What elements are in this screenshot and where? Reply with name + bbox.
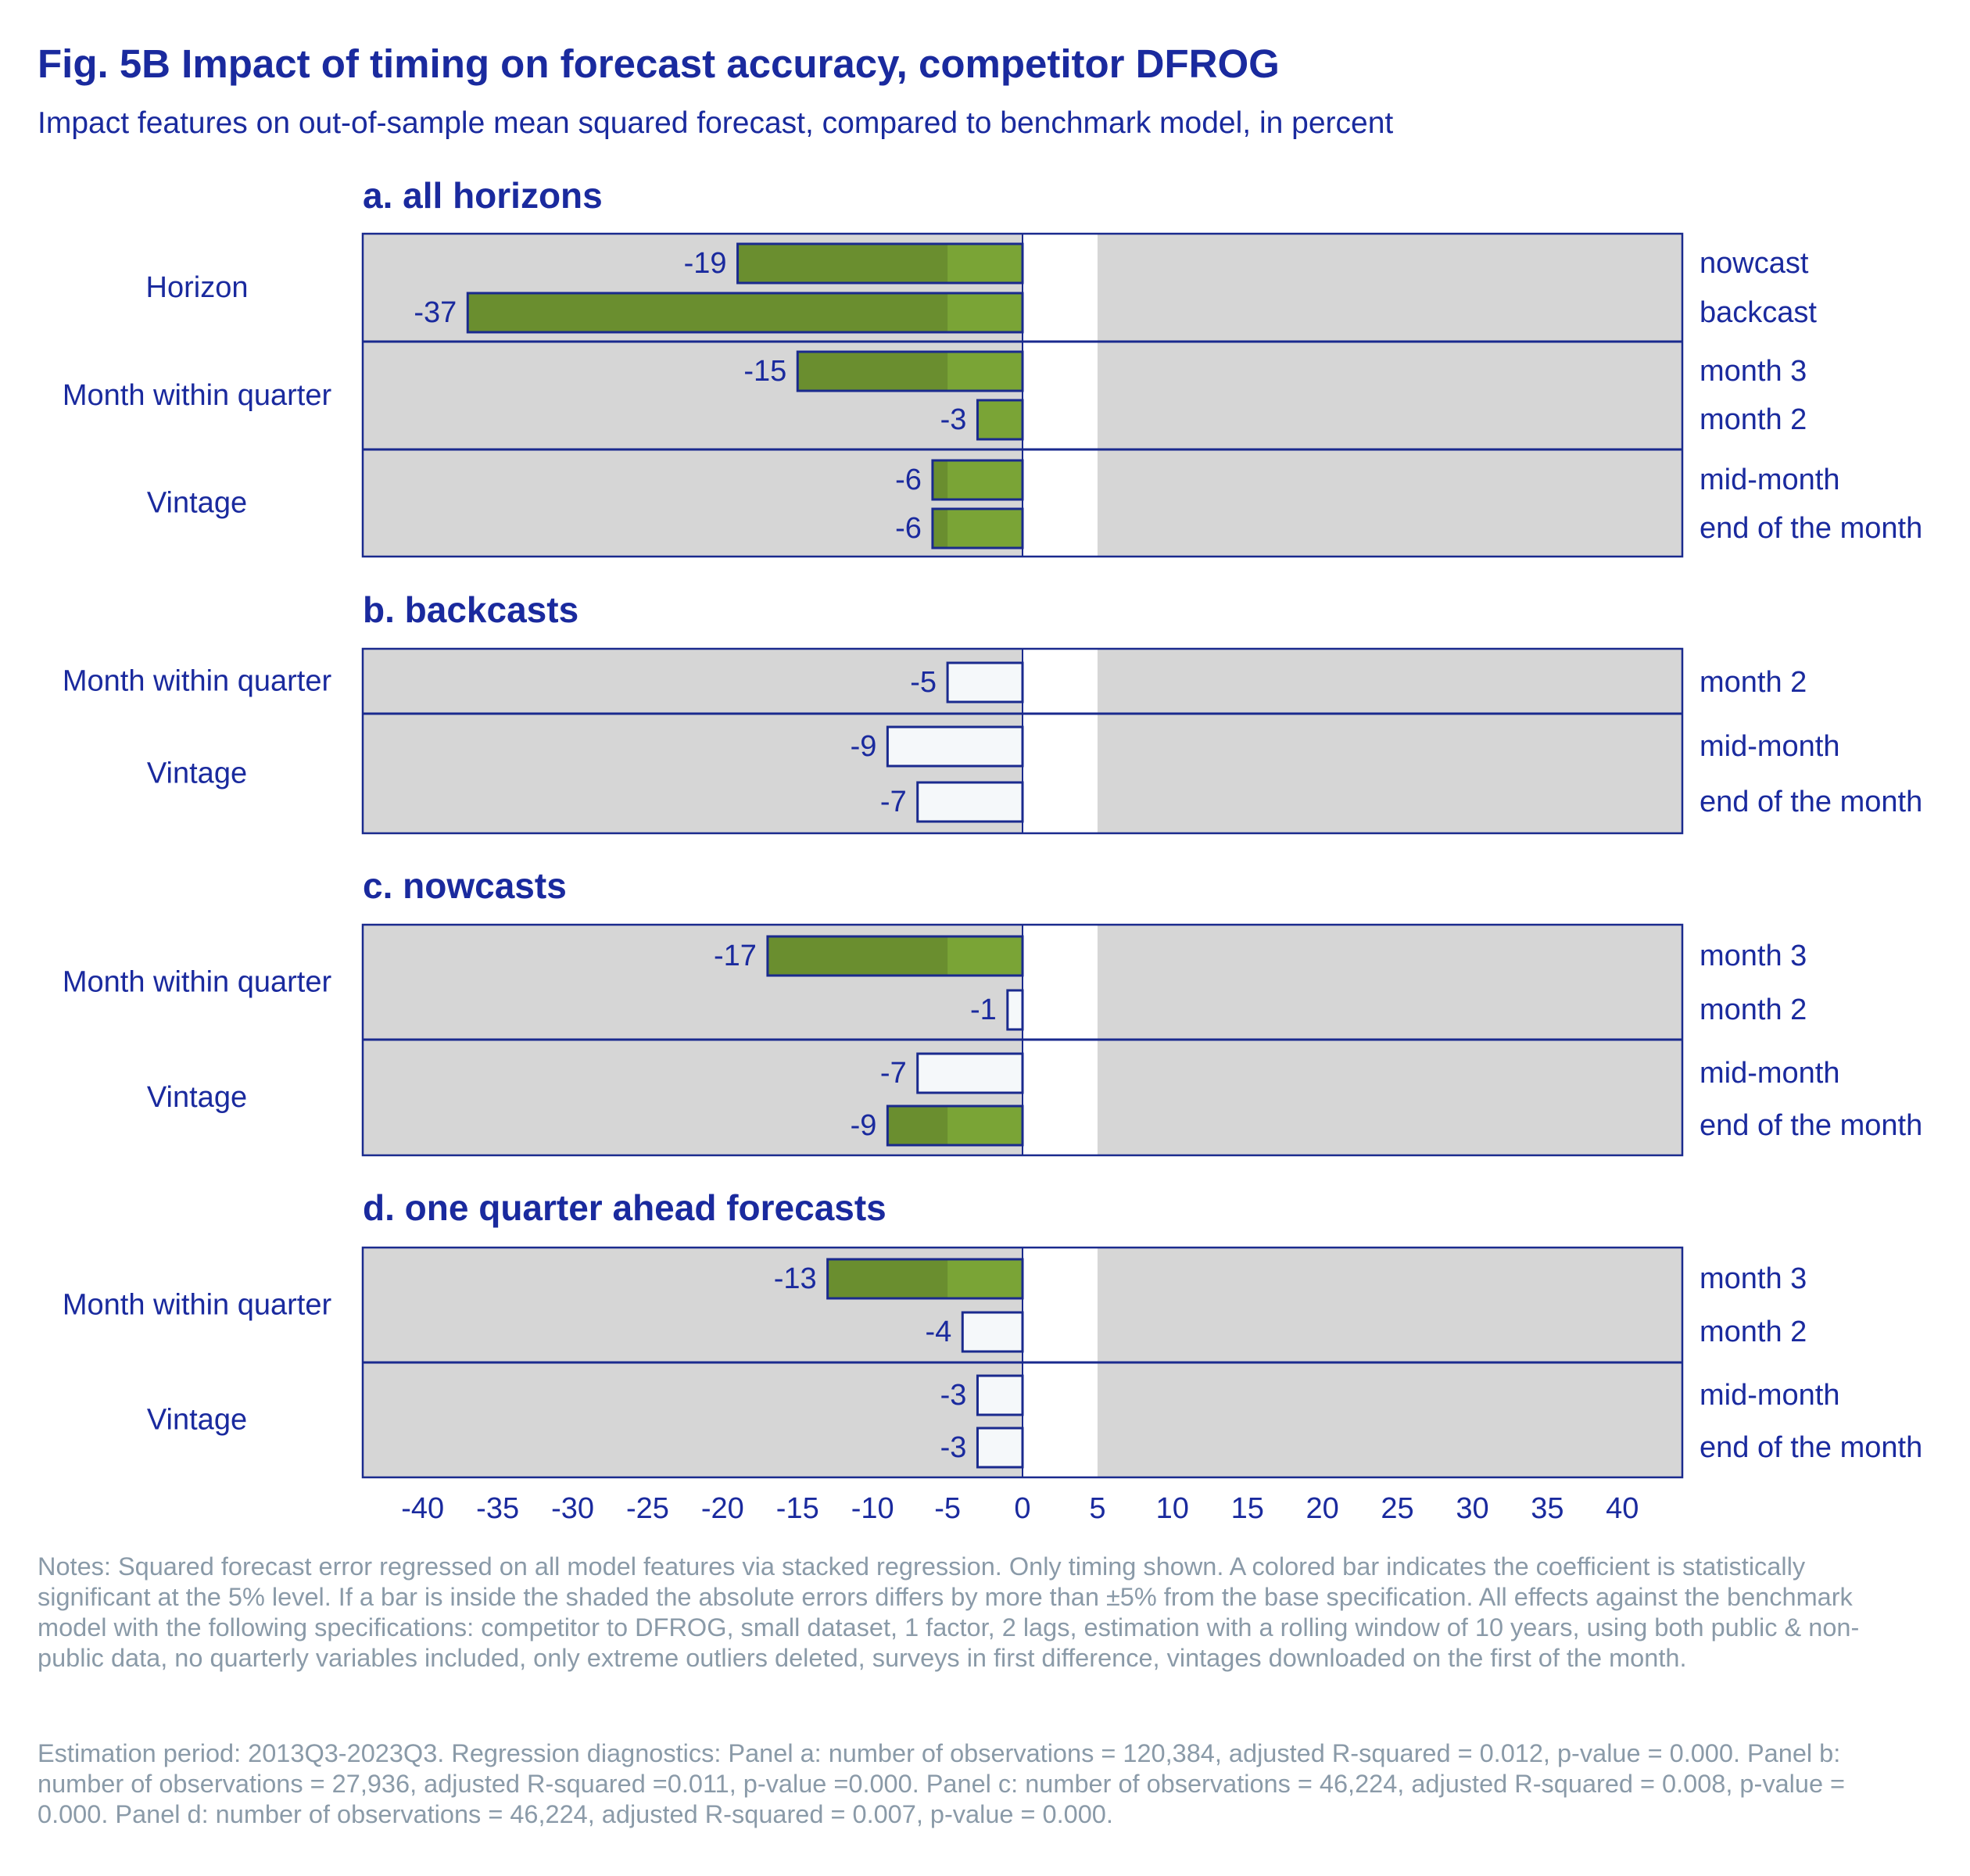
data-label: -4 xyxy=(925,1316,951,1348)
category-label: backcast xyxy=(1700,296,1817,329)
x-tick-label: 15 xyxy=(1231,1492,1264,1525)
bar xyxy=(1006,989,1024,1031)
category-label: month 3 xyxy=(1700,940,1807,972)
category-label: end of the month xyxy=(1700,512,1922,545)
bar xyxy=(916,781,1024,823)
x-tick-label: -30 xyxy=(551,1492,594,1525)
data-label: -9 xyxy=(851,1109,877,1142)
bar-shade-overlay xyxy=(829,1260,948,1298)
group-label: Vintage xyxy=(147,1081,247,1114)
chart: a. all horizons Horizon -19 nowcast -37 backc… xyxy=(63,175,1922,1525)
group-label: Month within quarter xyxy=(63,379,332,412)
group-label: Vintage xyxy=(147,757,247,790)
panel-title: d. one quarter ahead forecasts xyxy=(363,1187,886,1228)
group-label: Vintage xyxy=(147,487,247,520)
bar xyxy=(976,1374,1024,1416)
data-label: -6 xyxy=(895,512,922,545)
panel-title: c. nowcasts xyxy=(363,865,567,906)
x-tick-label: -10 xyxy=(851,1492,894,1525)
bar xyxy=(976,1427,1024,1469)
bar xyxy=(466,292,1024,334)
data-label: -6 xyxy=(895,464,922,496)
unshaded-band xyxy=(1023,649,1098,833)
x-tick-label: -35 xyxy=(476,1492,519,1525)
x-tick-label: 0 xyxy=(1014,1492,1030,1525)
category-label: mid-month xyxy=(1700,1057,1840,1090)
data-label: -1 xyxy=(970,993,997,1026)
x-tick-label: -5 xyxy=(934,1492,961,1525)
category-label: end of the month xyxy=(1700,1431,1922,1464)
notes-text: Notes: Squared forecast error regressed … xyxy=(38,1552,1860,1672)
bar xyxy=(976,399,1024,441)
data-label: -7 xyxy=(880,786,907,818)
category-label: month 3 xyxy=(1700,355,1807,388)
category-label: mid-month xyxy=(1700,730,1840,763)
data-label: -3 xyxy=(940,1379,967,1412)
bar-shade-overlay xyxy=(768,937,948,975)
x-tick-label: -25 xyxy=(626,1492,669,1525)
x-tick-label: 20 xyxy=(1306,1492,1338,1525)
category-label: month 2 xyxy=(1700,403,1807,436)
bar-shade-overlay xyxy=(739,245,948,282)
x-tick-label: -20 xyxy=(701,1492,744,1525)
data-label: -5 xyxy=(910,666,937,699)
category-label: end of the month xyxy=(1700,786,1922,818)
data-label: -17 xyxy=(714,940,757,972)
panel-title: b. backcasts xyxy=(363,589,578,630)
panel-frame xyxy=(361,232,1684,558)
group-label: Month within quarter xyxy=(63,1289,332,1322)
data-label: -3 xyxy=(940,1431,967,1464)
group-label: Vintage xyxy=(147,1404,247,1437)
category-label: month 2 xyxy=(1700,666,1807,699)
x-tick-label: 5 xyxy=(1089,1492,1105,1525)
x-tick-label: 35 xyxy=(1531,1492,1563,1525)
bar xyxy=(796,350,1024,392)
x-tick-label: -40 xyxy=(401,1492,444,1525)
bar xyxy=(916,1052,1024,1094)
panel-frame xyxy=(361,647,1684,835)
group-label: Horizon xyxy=(146,271,249,304)
category-label: month 2 xyxy=(1700,1316,1807,1348)
category-label: month 2 xyxy=(1700,993,1807,1026)
unshaded-band xyxy=(1023,234,1098,557)
bar xyxy=(766,935,1024,977)
figure-title: Fig. 5B Impact of timing on forecast acc… xyxy=(38,41,1280,86)
data-label: -7 xyxy=(880,1057,907,1090)
data-label: -13 xyxy=(774,1262,817,1295)
figure-subtitle: Impact features on out-of-sample mean sq… xyxy=(38,106,1394,140)
panel-frame xyxy=(361,1246,1684,1479)
data-label: -3 xyxy=(940,403,967,436)
bar xyxy=(961,1311,1024,1353)
group-label: Month within quarter xyxy=(63,966,332,999)
category-label: mid-month xyxy=(1700,464,1840,496)
bar xyxy=(946,661,1024,704)
bar-shade-overlay xyxy=(933,461,948,499)
panel-frame xyxy=(361,923,1684,1157)
x-tick-label: 30 xyxy=(1456,1492,1488,1525)
bar xyxy=(931,507,1024,550)
bar-shade-overlay xyxy=(933,510,948,547)
diagnostics-text: Estimation period: 2013Q3-2023Q3. Regres… xyxy=(38,1739,1846,1828)
category-label: nowcast xyxy=(1700,247,1809,280)
bar xyxy=(886,725,1024,768)
bar-shade-overlay xyxy=(468,294,948,331)
category-label: month 3 xyxy=(1700,1262,1807,1295)
bar-shade-overlay xyxy=(798,353,948,390)
category-label: end of the month xyxy=(1700,1109,1922,1142)
panel-title: a. all horizons xyxy=(363,175,603,216)
data-label: -9 xyxy=(851,730,877,763)
bar-shade-overlay xyxy=(888,1107,948,1144)
x-tick-label: 25 xyxy=(1381,1492,1413,1525)
x-tick-label: 40 xyxy=(1606,1492,1639,1525)
group-label: Month within quarter xyxy=(63,665,332,698)
data-label: -19 xyxy=(684,247,727,280)
bar xyxy=(931,459,1024,501)
category-label: mid-month xyxy=(1700,1379,1840,1412)
data-label: -37 xyxy=(414,296,457,329)
x-tick-label: -15 xyxy=(776,1492,819,1525)
data-label: -15 xyxy=(743,355,786,388)
x-tick-label: 10 xyxy=(1156,1492,1189,1525)
